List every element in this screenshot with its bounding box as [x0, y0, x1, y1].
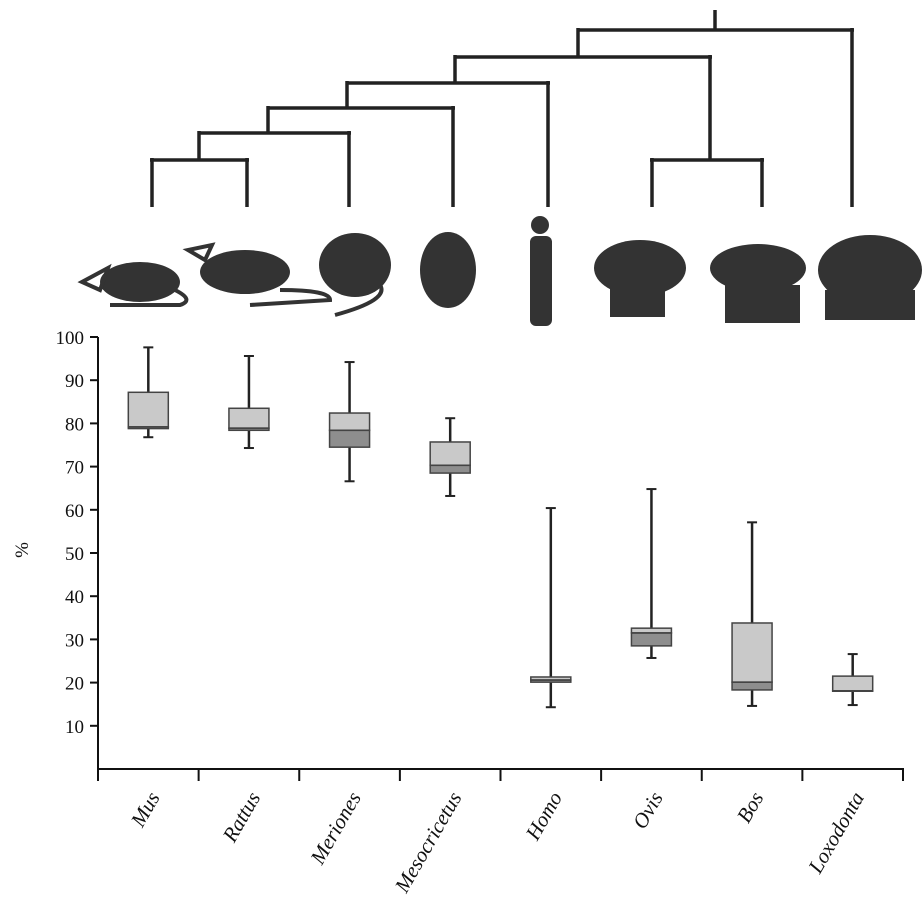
- x-tick-label: Mesocricetus: [389, 788, 466, 898]
- box-lower: [330, 430, 370, 447]
- box-upper: [732, 623, 772, 682]
- y-tick-label: 50: [65, 544, 84, 565]
- y-tick-label: 10: [65, 717, 84, 738]
- x-tick-label: Homo: [520, 788, 567, 845]
- y-tick-label: 90: [65, 371, 84, 392]
- dendrogram: [150, 10, 854, 207]
- silhouettes: [82, 216, 922, 326]
- box-upper: [128, 392, 168, 427]
- x-tick-label: Bos: [732, 788, 769, 827]
- y-tick-label: 60: [65, 501, 84, 522]
- y-tick-label: 20: [65, 674, 84, 695]
- box-lower: [732, 682, 772, 690]
- x-tick-label: Ovis: [628, 788, 668, 833]
- box-upper: [430, 442, 470, 465]
- x-tick-label: Rattus: [217, 788, 265, 847]
- y-axis-label: %: [12, 542, 33, 558]
- x-tick-label: Mus: [125, 788, 164, 832]
- y-tick-label: 70: [65, 458, 84, 479]
- y-tick-label: 40: [65, 587, 84, 608]
- y-tick-label: 100: [56, 328, 85, 349]
- box-upper: [229, 408, 269, 428]
- y-tick-label: 80: [65, 414, 84, 435]
- y-tick-label: 30: [65, 630, 84, 651]
- box-lower: [631, 633, 671, 646]
- box-lower: [430, 465, 470, 473]
- chart: % 10 20 30 40 50 60 70 80 90 100 Mus Rattus Meriones…: [0, 0, 923, 906]
- box-upper: [833, 676, 873, 691]
- box-upper: [330, 413, 370, 430]
- x-tick-label: Meriones: [305, 788, 366, 870]
- x-tick-label: Loxodonta: [803, 788, 869, 879]
